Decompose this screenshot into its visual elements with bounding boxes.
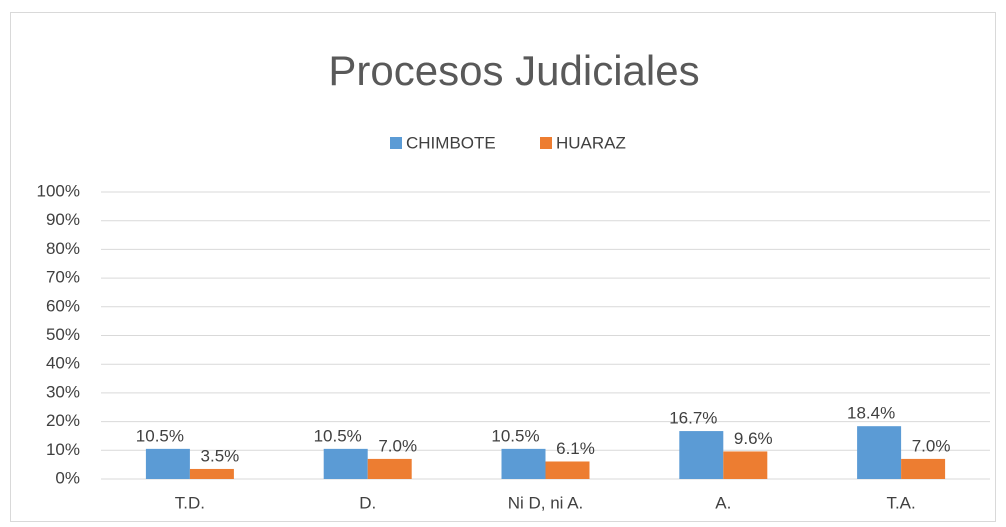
x-tick-label: D. [359,493,376,512]
bar [857,426,902,479]
bar [545,461,590,479]
y-tick-label: 20% [46,411,80,430]
bar [189,468,234,479]
bar [901,458,946,479]
chart-frame [10,12,996,522]
data-label: 10.5% [314,426,362,445]
y-tick-label: 60% [46,296,80,315]
y-tick-label: 30% [46,382,80,401]
y-tick-label: 80% [46,239,80,258]
bar [723,451,768,479]
y-tick-label: 100% [37,181,80,200]
data-label: 10.5% [136,426,184,445]
y-tick-label: 70% [46,268,80,287]
y-tick-label: 90% [46,210,80,229]
bar [501,448,546,479]
x-tick-label: A. [715,493,731,512]
data-label: 10.5% [491,426,539,445]
y-tick-label: 50% [46,325,80,344]
legend-label: CHIMBOTE [406,133,496,152]
legend-label: HUARAZ [556,133,626,152]
data-label: 7.0% [378,436,417,455]
legend-swatch [390,137,402,149]
data-label: 16.7% [669,409,717,428]
data-label: 9.6% [734,429,773,448]
data-label: 6.1% [556,439,595,458]
bar [323,448,368,479]
x-tick-label: Ni D, ni A. [508,493,584,512]
data-label: 7.0% [912,436,951,455]
data-label: 18.4% [847,404,895,423]
chart-title: Procesos Judiciales [328,47,699,94]
x-tick-label: T.D. [175,493,205,512]
data-label: 3.5% [201,446,240,465]
bar [679,431,724,479]
bar [145,448,190,479]
legend-swatch [540,137,552,149]
bar [367,458,412,479]
y-tick-label: 0% [55,468,80,487]
y-tick-label: 10% [46,440,80,459]
x-tick-label: T.A. [886,493,915,512]
y-tick-label: 40% [46,354,80,373]
